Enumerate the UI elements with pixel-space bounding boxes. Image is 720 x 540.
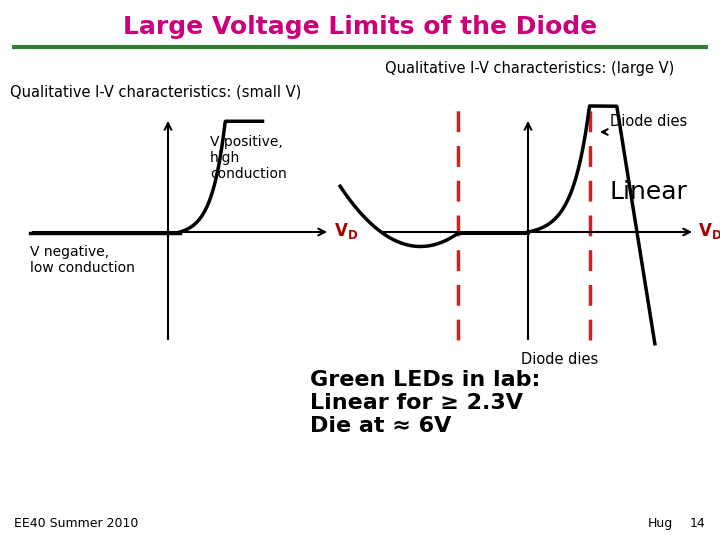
Text: Hug: Hug [648,517,673,530]
Text: V positive,
high
conduction: V positive, high conduction [210,135,287,181]
Text: Large Voltage Limits of the Diode: Large Voltage Limits of the Diode [123,15,597,39]
Text: Linear: Linear [610,180,688,204]
Text: $\mathbf{V_D}$: $\mathbf{V_D}$ [334,221,358,241]
Text: Green LEDs in lab:
Linear for ≥ 2.3V
Die at ≈ 6V: Green LEDs in lab: Linear for ≥ 2.3V Die… [310,370,541,436]
Text: EE40 Summer 2010: EE40 Summer 2010 [14,517,138,530]
Text: $\mathbf{V_D}$: $\mathbf{V_D}$ [698,221,720,241]
Text: Qualitative I-V characteristics: (small V): Qualitative I-V characteristics: (small … [10,84,301,99]
Text: V negative,
low conduction: V negative, low conduction [30,245,135,275]
Text: 14: 14 [690,517,706,530]
Text: Qualitative I-V characteristics: (large V): Qualitative I-V characteristics: (large … [385,62,675,77]
Text: Diode dies: Diode dies [521,352,598,367]
Text: Diode dies: Diode dies [610,114,688,130]
